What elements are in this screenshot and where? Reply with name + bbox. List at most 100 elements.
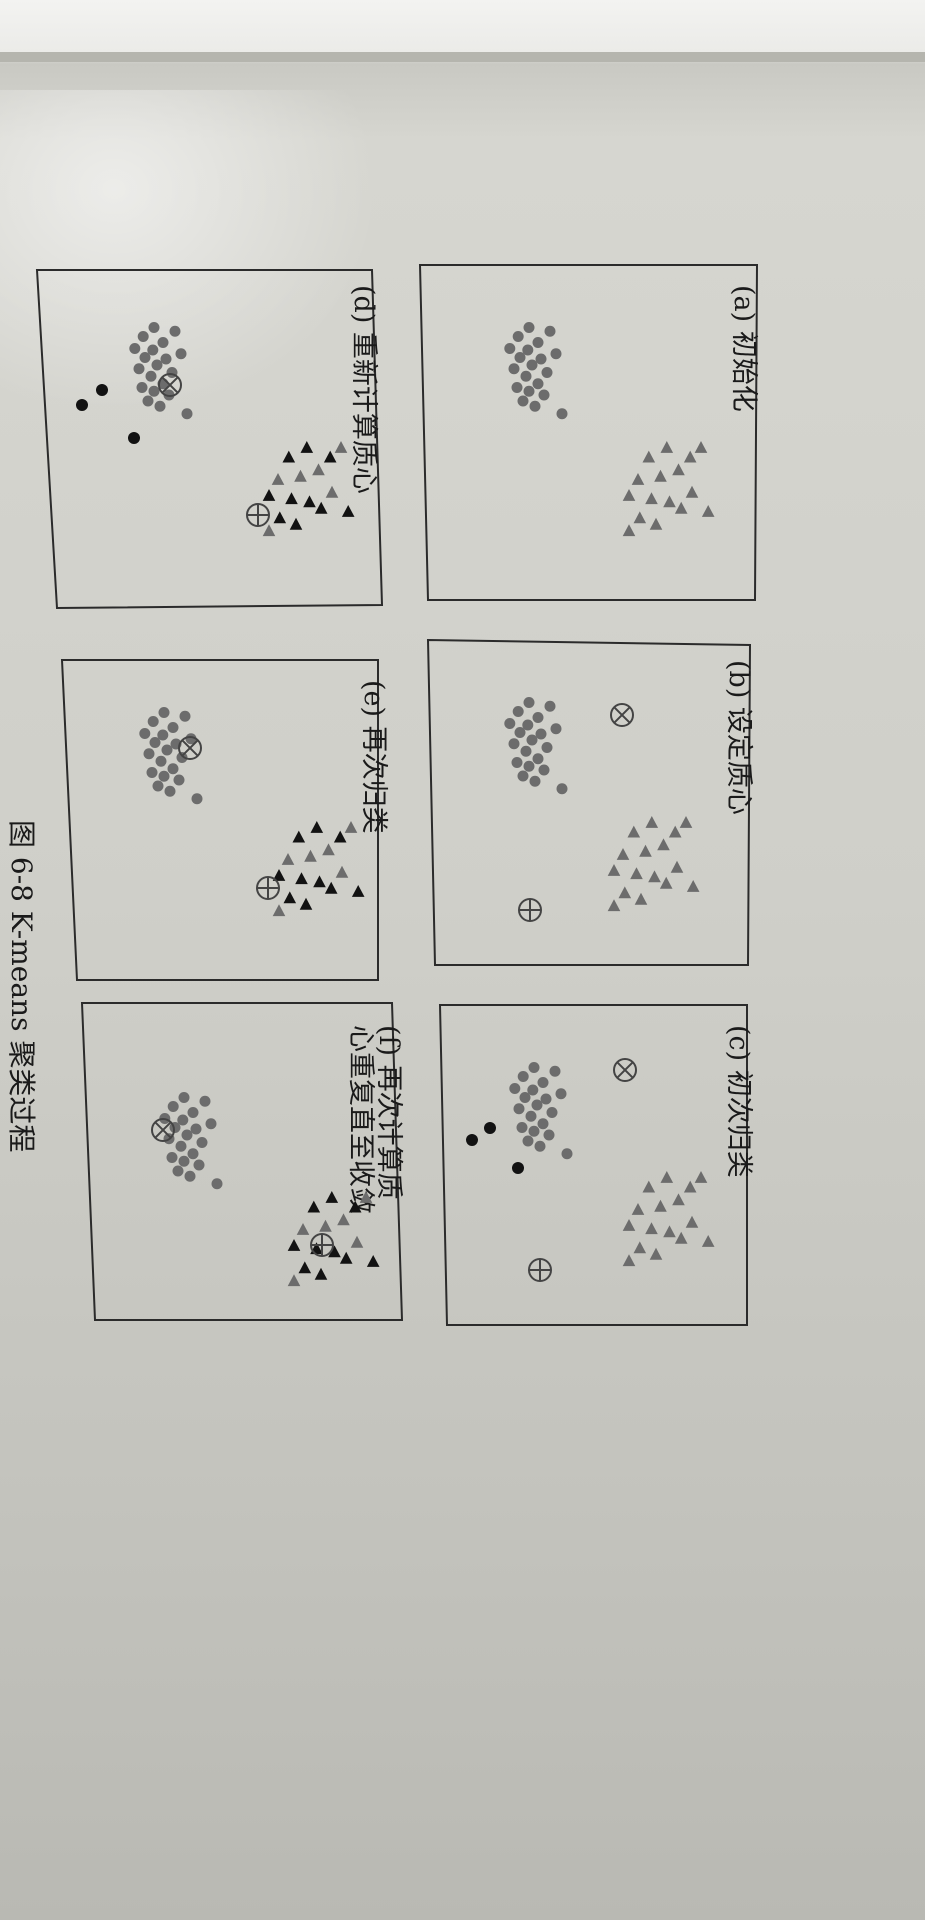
- data-point: [556, 783, 568, 795]
- data-point: [157, 337, 169, 348]
- data-point: [164, 785, 176, 797]
- data-point-triangle: [645, 1222, 658, 1235]
- data-point-triangle: [663, 1225, 676, 1238]
- data-point: [514, 352, 526, 363]
- data-point-triangle: [618, 886, 632, 899]
- data-point: [513, 1103, 525, 1115]
- data-point-triangle: [339, 1251, 353, 1264]
- data-point-triangle: [334, 441, 348, 453]
- data-point: [541, 742, 553, 753]
- data-point-triangle: [296, 1223, 310, 1235]
- data-point-triangle: [616, 848, 630, 860]
- panels-layer: (a) 初始化 (b) 设定质心 (c) 初次归类 (d) 重新计算质心 (e) 再次归…: [35, 264, 759, 1326]
- data-point-triangle: [627, 825, 641, 838]
- data-point-triangle: [300, 441, 314, 453]
- data-point: [538, 764, 550, 776]
- data-point: [546, 1107, 558, 1118]
- data-point: [179, 710, 191, 722]
- data-point: [154, 400, 166, 412]
- data-point: [158, 770, 170, 782]
- panel-a: (a) 初始化: [418, 264, 759, 601]
- data-point: [148, 385, 160, 397]
- data-point-triangle: [344, 821, 358, 833]
- panel-frame: [80, 1002, 404, 1321]
- data-point: [161, 744, 173, 756]
- data-point-triangle: [325, 1191, 339, 1203]
- panel-label: (a) 初始化: [728, 285, 759, 412]
- data-point-triangle: [307, 1200, 321, 1213]
- data-point: [540, 1093, 552, 1105]
- data-point-triangle: [622, 1254, 636, 1267]
- data-point-triangle: [701, 505, 715, 517]
- data-point: [528, 1125, 540, 1137]
- data-point: [522, 344, 534, 356]
- panel-frame: [418, 264, 759, 601]
- data-point: [177, 1114, 189, 1126]
- data-point-triangle: [289, 517, 303, 530]
- data-point: [519, 1092, 531, 1103]
- reassigned-point: [466, 1134, 478, 1146]
- data-point-triangle: [292, 830, 306, 843]
- data-point: [160, 353, 172, 365]
- data-point-triangle: [313, 875, 326, 888]
- reassigned-point: [96, 384, 108, 396]
- data-point: [211, 1178, 223, 1190]
- data-point-triangle: [634, 892, 648, 905]
- data-point: [550, 723, 562, 735]
- data-point: [523, 322, 535, 333]
- data-point: [147, 716, 159, 727]
- data-point-triangle: [366, 1255, 380, 1267]
- data-point-triangle: [328, 1245, 341, 1258]
- data-point-triangle: [262, 489, 276, 501]
- data-point-triangle: [283, 891, 297, 904]
- data-point: [537, 1077, 549, 1088]
- data-point-triangle: [648, 870, 661, 883]
- data-point-triangle: [670, 860, 684, 873]
- data-point: [526, 734, 538, 746]
- data-point-triangle: [273, 511, 287, 524]
- data-point: [532, 712, 544, 723]
- data-point: [529, 775, 541, 787]
- data-point: [556, 408, 568, 420]
- data-point: [152, 780, 164, 792]
- data-point-triangle: [310, 821, 324, 833]
- data-point-triangle: [607, 899, 621, 912]
- data-point: [146, 767, 158, 778]
- panel-frame: [438, 1004, 748, 1326]
- data-point: [139, 352, 151, 363]
- data-point-triangle: [282, 450, 296, 463]
- data-point: [532, 378, 544, 390]
- data-point: [544, 700, 556, 712]
- data-point: [527, 1084, 539, 1096]
- data-point-triangle: [685, 485, 699, 498]
- data-point-triangle: [298, 1261, 312, 1274]
- data-point-triangle: [701, 1235, 715, 1247]
- data-point-triangle: [633, 511, 647, 524]
- data-point-triangle: [323, 450, 337, 463]
- data-point-triangle: [645, 492, 658, 505]
- circle-x-icon: [613, 1058, 637, 1082]
- data-point-triangle: [285, 492, 298, 505]
- data-point-triangle: [350, 1235, 364, 1248]
- circle-x-icon: [151, 1118, 175, 1142]
- data-point: [531, 1099, 543, 1111]
- data-point-triangle: [287, 1274, 301, 1287]
- data-point: [535, 353, 547, 365]
- circle-x-icon: [158, 373, 182, 397]
- data-point-triangle: [322, 843, 335, 856]
- data-point-triangle: [672, 1193, 685, 1206]
- data-point: [205, 1118, 217, 1130]
- data-point: [151, 359, 163, 371]
- data-point: [550, 348, 562, 360]
- data-point-triangle: [633, 1241, 647, 1254]
- data-point-triangle: [281, 853, 295, 865]
- data-point: [532, 337, 544, 348]
- data-point: [523, 697, 535, 708]
- panel-label: (d) 重新计算质心: [348, 285, 379, 494]
- data-point: [525, 1110, 537, 1122]
- data-point-triangle: [314, 501, 328, 514]
- data-point-triangle: [337, 1213, 350, 1226]
- data-point: [175, 1140, 187, 1152]
- reassigned-point: [484, 1122, 496, 1134]
- data-point-triangle: [325, 485, 339, 498]
